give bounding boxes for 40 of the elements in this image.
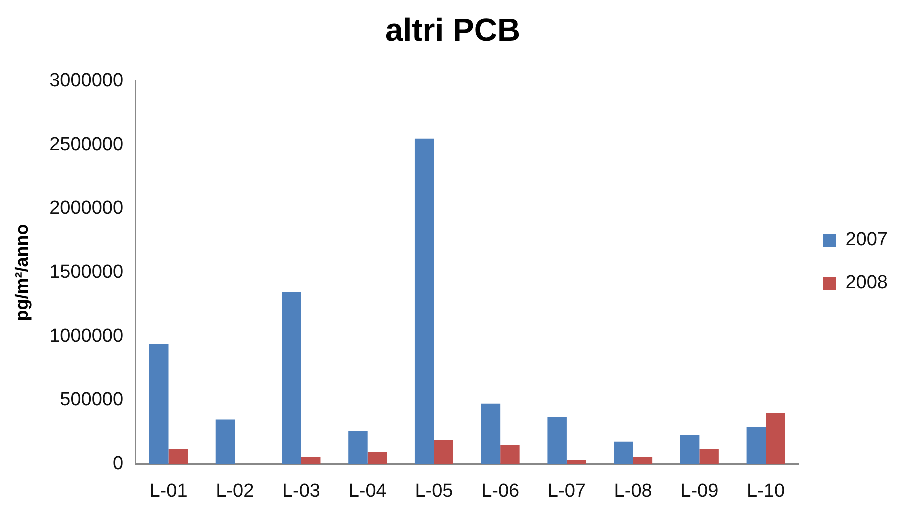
x-tick-label: L-02 — [216, 480, 254, 502]
bar — [150, 344, 169, 464]
y-tick-label: 1500000 — [50, 262, 124, 284]
bar — [481, 404, 501, 464]
bar — [680, 435, 700, 464]
bar — [434, 440, 454, 464]
bar — [746, 427, 766, 464]
x-tick-label: L-09 — [680, 480, 719, 502]
x-tick-label: L-10 — [747, 480, 786, 502]
bar — [168, 450, 188, 464]
y-tick-label: 2000000 — [50, 198, 124, 220]
bar — [301, 457, 321, 464]
y-tick-label: 1000000 — [50, 326, 124, 347]
x-tick-label: L-08 — [614, 480, 652, 502]
bar — [766, 413, 786, 464]
x-tick-label: L-06 — [482, 480, 520, 502]
y-tick-label: 0 — [112, 453, 124, 474]
legend-label: 2007 — [846, 230, 888, 251]
y-axis-title: pg/m²/anno — [12, 224, 32, 322]
bar — [500, 445, 520, 464]
bar — [633, 457, 653, 464]
y-tick-label: 500000 — [60, 390, 124, 411]
bar — [368, 452, 388, 464]
x-tick-label: L-05 — [415, 480, 454, 502]
x-tick-label: L-07 — [548, 480, 586, 502]
chart-title: altri PCB — [385, 12, 521, 48]
x-tick-label: L-04 — [348, 480, 388, 502]
bar — [566, 460, 586, 464]
bar — [282, 292, 302, 464]
bar — [548, 416, 567, 464]
x-tick-label: L-01 — [150, 480, 188, 502]
bar — [614, 442, 634, 464]
bar — [348, 431, 368, 464]
legend-label: 2008 — [846, 272, 888, 294]
y-tick-label: 3000000 — [50, 70, 124, 92]
bar — [414, 138, 434, 464]
x-tick-label: L-03 — [282, 480, 320, 502]
bar — [700, 450, 719, 464]
y-tick-label: 2500000 — [50, 134, 124, 156]
bar — [216, 420, 236, 464]
